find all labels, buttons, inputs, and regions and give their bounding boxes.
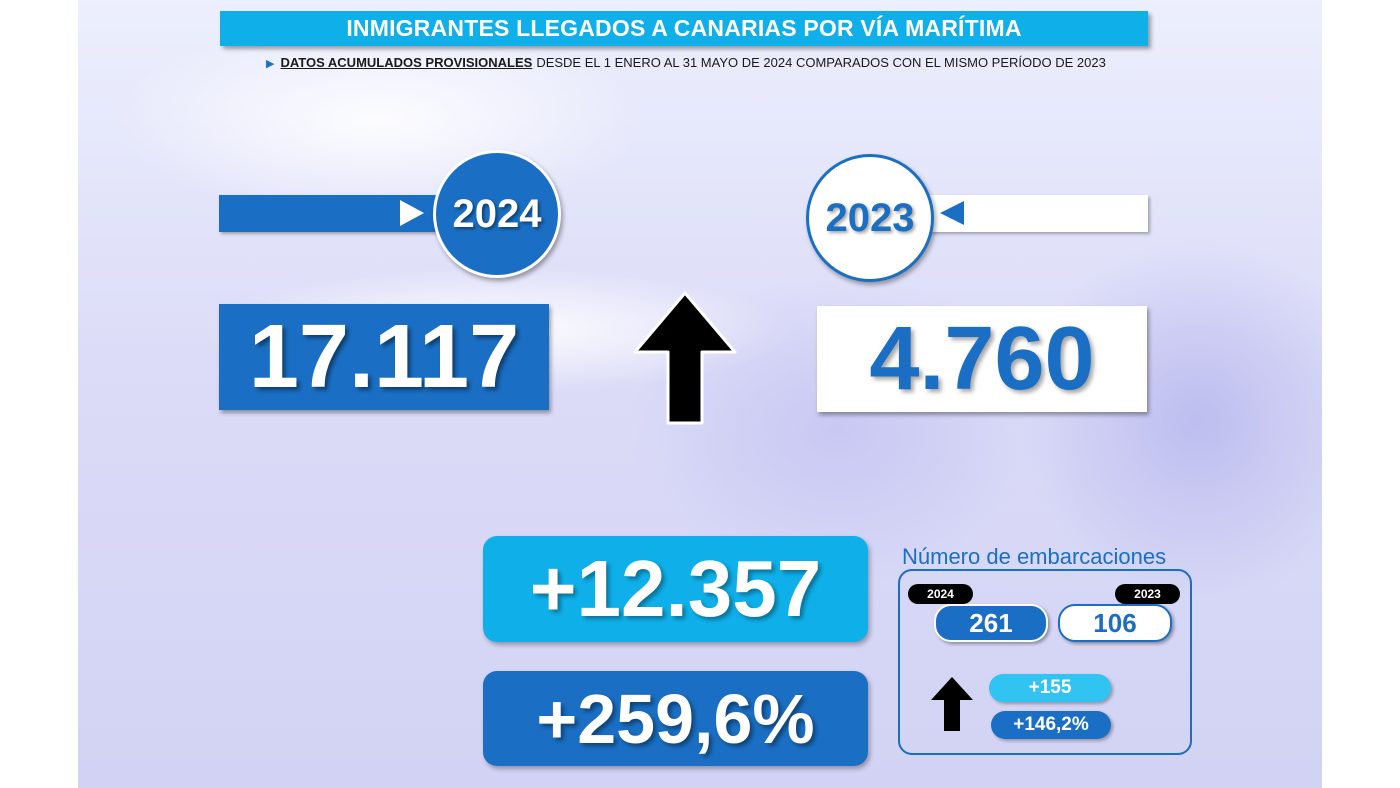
- year-2023-label: 2023: [825, 195, 915, 240]
- subtitle: ▶ DATOS ACUMULADOS PROVISIONALES DESDE EL …: [266, 55, 1166, 70]
- boats-year-2024-label: 2024: [927, 587, 954, 601]
- boats-percent-value: +146,2%: [1013, 714, 1089, 735]
- subtitle-highlight: DATOS ACUMULADOS PROVISIONALES: [280, 55, 533, 70]
- boats-2023-number: 106: [1093, 607, 1137, 638]
- triangle-left-icon: [940, 201, 964, 225]
- boats-year-2024-badge: 2024: [908, 584, 973, 604]
- year-2023-bar: [930, 195, 1148, 232]
- immigrants-2024-box: 17.117: [219, 304, 549, 410]
- percent-value: +259,6%: [536, 679, 815, 758]
- page-title: INMIGRANTES LLEGADOS A CANARIAS POR VÍA …: [346, 15, 1022, 41]
- boats-year-2023-label: 2023: [1134, 587, 1161, 601]
- boats-2023-value: 106: [1058, 604, 1172, 642]
- year-2024-circle: 2024: [433, 150, 561, 278]
- boats-year-2023-badge: 2023: [1115, 584, 1180, 604]
- subtitle-text: DESDE EL 1 ENERO AL 31 MAYO DE 2024 COMP…: [536, 55, 1106, 70]
- boats-difference-value: +155: [1028, 677, 1072, 698]
- boats-2024-number: 261: [969, 607, 1013, 638]
- arrow-up-icon: [633, 291, 737, 425]
- percent-box: +259,6%: [483, 671, 868, 766]
- bullet-triangle-icon: ▶: [266, 58, 275, 70]
- immigrants-2023-value: 4.760: [869, 308, 1095, 409]
- year-2024-label: 2024: [452, 191, 542, 236]
- boats-panel: [898, 569, 1192, 755]
- year-2023-circle: 2023: [806, 154, 934, 282]
- immigrants-2024-value: 17.117: [248, 306, 520, 407]
- boats-percent-badge: +146,2%: [991, 711, 1111, 739]
- boats-2024-value: 261: [934, 604, 1048, 642]
- difference-box: +12.357: [483, 536, 868, 642]
- arrow-up-icon: [931, 677, 973, 731]
- immigrants-2023-box: 4.760: [817, 306, 1147, 412]
- title-banner: INMIGRANTES LLEGADOS A CANARIAS POR VÍA …: [220, 11, 1148, 46]
- triangle-right-icon: [400, 200, 424, 226]
- infographic-slide: INMIGRANTES LLEGADOS A CANARIAS POR VÍA …: [78, 0, 1322, 788]
- boats-difference-badge: +155: [989, 674, 1111, 702]
- difference-value: +12.357: [529, 544, 822, 633]
- boats-title: Número de embarcaciones: [902, 544, 1167, 569]
